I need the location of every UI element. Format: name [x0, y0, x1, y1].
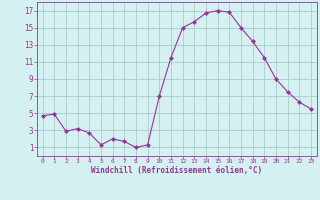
X-axis label: Windchill (Refroidissement éolien,°C): Windchill (Refroidissement éolien,°C) [91, 166, 262, 175]
